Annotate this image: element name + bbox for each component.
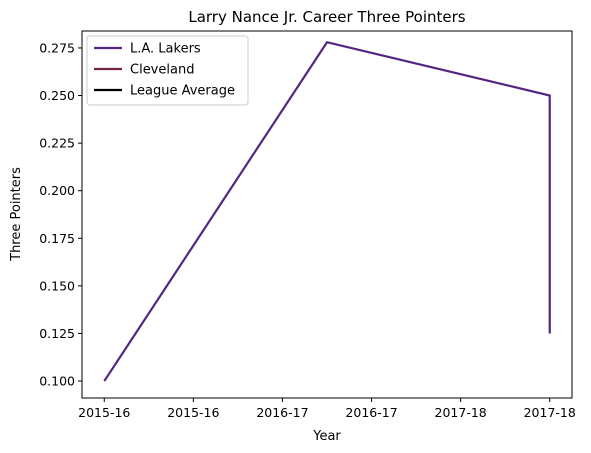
x-tick-label: 2017-18 (524, 405, 576, 420)
y-tick-label: 0.125 (39, 326, 75, 341)
x-axis: 2015-16 2015-16 2016-17 2016-17 2017-18 2017-… (78, 398, 576, 420)
y-tick-label: 0.200 (39, 183, 75, 198)
y-tick-label: 0.225 (39, 136, 75, 151)
y-tick-label: 0.150 (39, 278, 75, 293)
x-tick-label: 2016-17 (345, 405, 397, 420)
y-tick-label: 0.175 (39, 231, 75, 246)
legend-items: L.A. Lakers Cleveland League Average (94, 42, 235, 99)
y-tick-label: 0.250 (39, 88, 75, 103)
plot-frame (81, 30, 573, 399)
y-axis: 0.100 0.125 0.150 0.175 0.200 0.225 0.250 0.275 (39, 40, 82, 389)
y-tick-label: 0.275 (39, 40, 75, 55)
x-tick-label: 2015-16 (167, 405, 219, 420)
x-axis-label: Year (312, 429, 341, 444)
legend-box (86, 35, 249, 106)
y-tick-label: 0.100 (39, 374, 75, 389)
x-tick-label: 2016-17 (256, 405, 308, 420)
series-layer (103, 40, 551, 382)
legend-label-2: League Average (130, 84, 235, 99)
legend-label-0: L.A. Lakers (130, 42, 201, 57)
y-axis-label: Three Pointers (9, 167, 24, 262)
legend: L.A. Lakers Cleveland League Average (86, 35, 249, 106)
plot-area (103, 40, 551, 382)
x-tick-label: 2015-16 (78, 405, 130, 420)
x-tick-label: 2017-18 (435, 405, 487, 420)
series-line-0 (103, 40, 551, 382)
legend-label-1: Cleveland (130, 63, 194, 78)
chart-title: Larry Nance Jr. Career Three Pointers (188, 8, 465, 26)
